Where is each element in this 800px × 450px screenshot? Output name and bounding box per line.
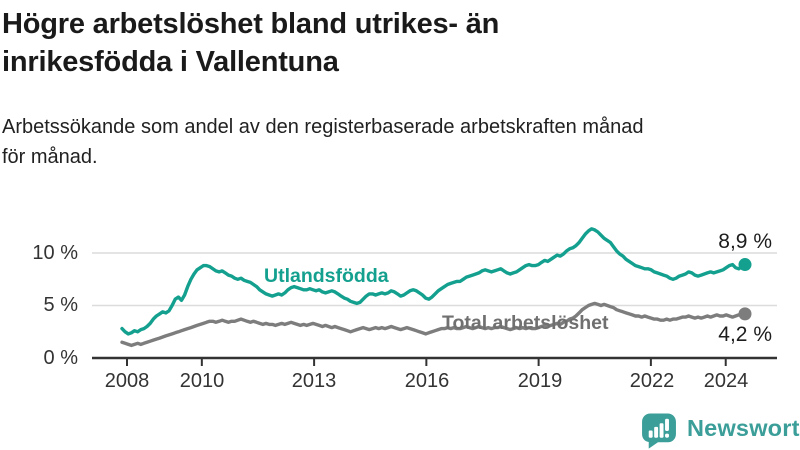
- x-axis-tick-label-2010: 2010: [179, 370, 225, 392]
- line-Utlandsfödda: [120, 227, 747, 336]
- end-value-label-total: 4,2 %: [718, 323, 772, 346]
- x-axis-tick-label-2008: 2008: [104, 370, 150, 392]
- x-axis-tick-label-2024: 2024: [703, 370, 749, 392]
- newsworthy-logo: Newsworthy: [640, 412, 800, 449]
- end-dot-Utlandsfödda: [738, 258, 752, 272]
- y-axis-tick-label-0: 0 %: [43, 347, 78, 369]
- y-axis-tick-label-5: 5 %: [43, 294, 78, 316]
- line-Total arbetslöshet: [120, 301, 747, 348]
- y-axis-tick-label-10: 10 %: [32, 242, 78, 264]
- x-axis-tick-label-2019: 2019: [517, 370, 563, 392]
- page-subtitle: Arbetssökande som andel av den registerb…: [2, 116, 644, 168]
- newsworthy-brand-text: Newsworthy: [687, 415, 800, 441]
- end-dot-Total arbetslöshet: [738, 307, 752, 321]
- bar-chart-speech-bubble-icon: [642, 413, 676, 449]
- series-label-total-arbetsloshet: Total arbetslöshet: [442, 312, 609, 334]
- series-label-utlandsfodda: Utlandsfödda: [264, 265, 389, 287]
- page-title: Högre arbetslöshet bland utrikes- än inr…: [2, 8, 500, 78]
- x-axis-tick-label-2013: 2013: [291, 370, 337, 392]
- x-axis-tick-label-2022: 2022: [629, 370, 675, 392]
- end-value-label-utlandsfodda: 8,9 %: [718, 230, 772, 253]
- x-axis-tick-label-2016: 2016: [404, 370, 450, 392]
